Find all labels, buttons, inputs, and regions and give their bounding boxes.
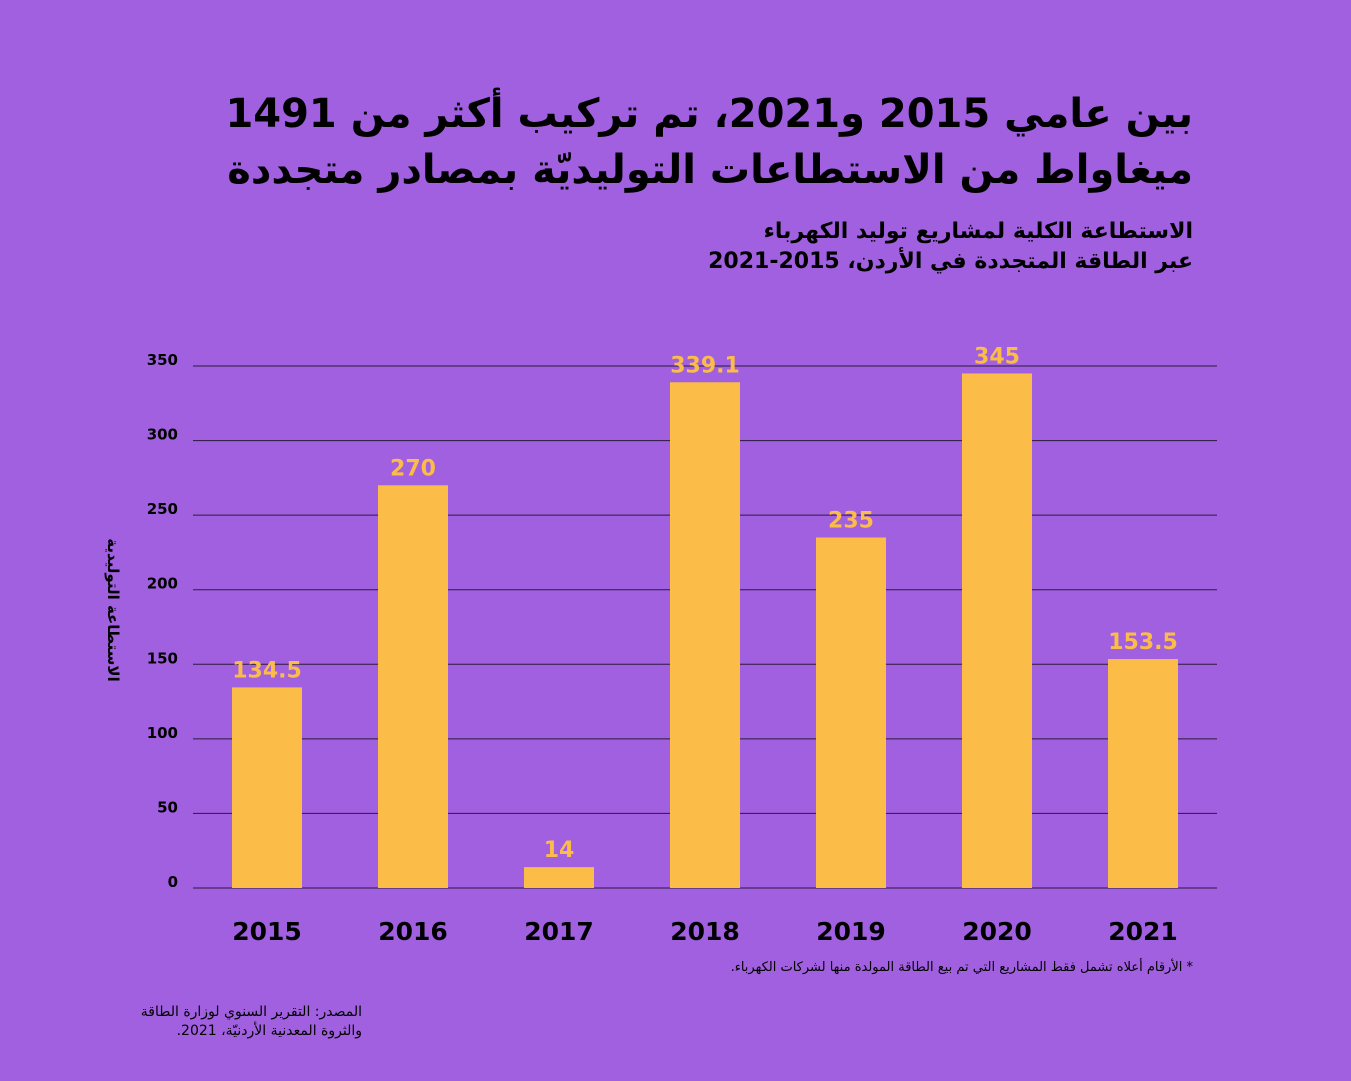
value-label: 235: [828, 509, 874, 534]
bar-2020: [962, 373, 1032, 888]
y-tick-label: 0: [168, 873, 178, 891]
bar-2016: [378, 485, 448, 888]
source-note: المصدر: التقرير السنوي لوزارة الطاقة وال…: [92, 1003, 362, 1041]
value-label: 14: [544, 838, 575, 863]
bar-2018: [670, 382, 740, 888]
footnote: * الأرقام أعلاه تشمل فقط المشاريع التي ت…: [730, 960, 1193, 975]
x-tick-label: 2018: [670, 917, 740, 946]
bar-2019: [816, 537, 886, 888]
x-tick-label: 2020: [962, 917, 1032, 946]
y-tick-label: 350: [147, 351, 178, 369]
x-tick-label: 2019: [816, 917, 886, 946]
bar-2015: [232, 687, 302, 888]
y-tick-label: 100: [147, 724, 178, 742]
bars: [232, 373, 1178, 888]
value-label: 270: [390, 456, 436, 481]
y-tick-label: 200: [147, 575, 178, 593]
y-tick-label: 150: [147, 649, 178, 667]
headline-line-1: بين عامي 2015 و2021، تم تركيب أكثر من 14…: [225, 91, 1193, 137]
value-labels: 134.5 270 14 339.1 235 345 153.5: [232, 344, 1178, 863]
y-tick-label: 50: [157, 798, 178, 816]
source-line-2: والثروة المعدنية الأردنيّة، 2021.: [176, 1023, 362, 1039]
x-tick-label: 2021: [1108, 917, 1178, 946]
value-label: 134.5: [232, 658, 302, 683]
subtitle-line-1: الاستطاعة الكلية لمشاريع توليد الكهرباء: [763, 219, 1193, 244]
value-label: 345: [974, 344, 1020, 369]
headline-line-2: ميغاواط من الاستطاعات التوليديّة بمصادر …: [227, 147, 1193, 193]
headline: بين عامي 2015 و2021، تم تركيب أكثر من 14…: [193, 86, 1193, 198]
y-axis-ticks: 0 50 100 150 200 250 300 350: [147, 351, 178, 891]
bar-2021: [1108, 659, 1178, 888]
value-label: 339.1: [670, 353, 740, 378]
y-tick-label: 300: [147, 426, 178, 444]
x-tick-label: 2017: [524, 917, 594, 946]
x-axis-ticks: 2015 2016 2017 2018 2019 2020 2021: [232, 917, 1178, 946]
bar-2017: [524, 867, 594, 888]
x-tick-label: 2016: [378, 917, 448, 946]
chart-subtitle: الاستطاعة الكلية لمشاريع توليد الكهرباء …: [493, 217, 1193, 277]
x-tick-label: 2015: [232, 917, 302, 946]
subtitle-line-2: عبر الطاقة المتجددة في الأردن، 2015-2021: [708, 249, 1193, 274]
value-label: 153.5: [1108, 630, 1178, 655]
y-axis-label: الاستطاعة التوليدية: [104, 538, 122, 681]
y-tick-label: 250: [147, 500, 178, 518]
source-line-1: المصدر: التقرير السنوي لوزارة الطاقة: [140, 1004, 362, 1020]
